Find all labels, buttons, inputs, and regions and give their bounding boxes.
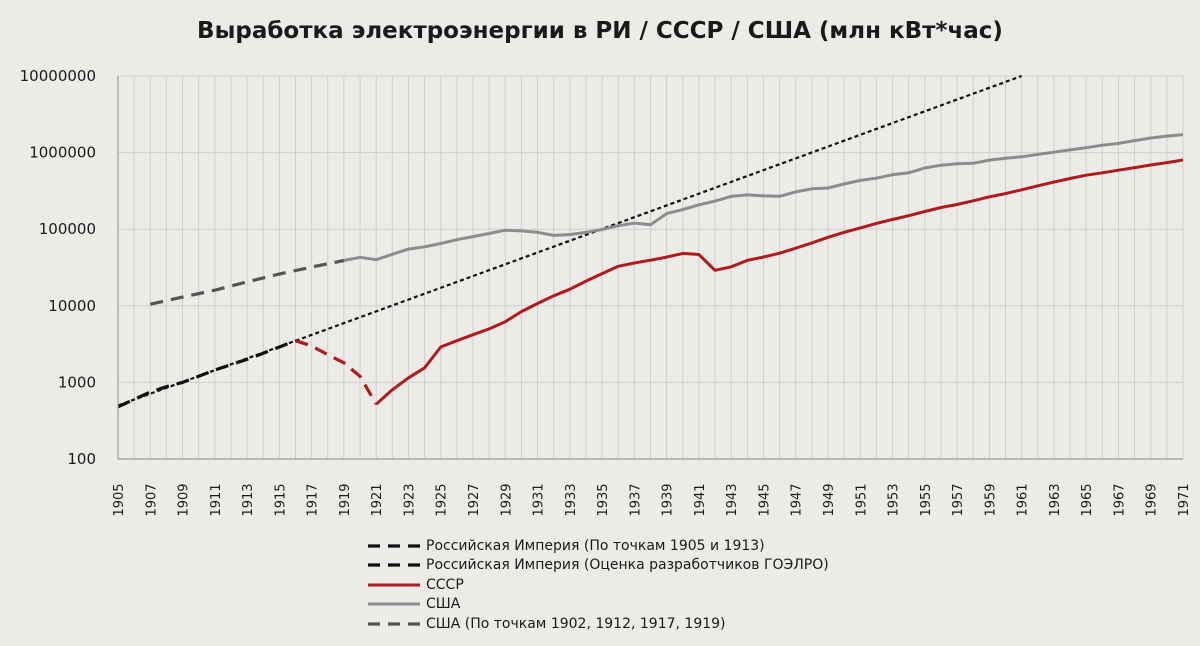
- x-tick-label: 1955: [919, 483, 934, 516]
- x-tick-label: 1929: [499, 483, 514, 516]
- grid-layer: [117, 75, 1184, 460]
- legend-label: США: [426, 596, 461, 613]
- x-tick-label: 1957: [951, 483, 966, 516]
- x-tick-label: 1963: [1048, 483, 1063, 516]
- legend-item: США (По точкам 1902, 1912, 1917, 1919): [368, 614, 829, 634]
- legend-swatch: [368, 622, 420, 626]
- chart-title: Выработка электроэнергии в РИ / СССР / С…: [197, 18, 1003, 44]
- x-tick-label: 1949: [822, 483, 837, 516]
- x-tick-label: 1933: [564, 483, 579, 516]
- series-line-3: [295, 339, 378, 406]
- x-tick-label: 1919: [338, 483, 353, 516]
- legend-label: Российская Империя (По точкам 1905 и 191…: [426, 537, 765, 554]
- x-tick-label: 1947: [790, 483, 805, 516]
- legend-item: Российская Империя (По точкам 1905 и 191…: [368, 536, 829, 556]
- x-tick-label: 1951: [854, 483, 869, 516]
- x-tick-label: 1931: [532, 483, 547, 516]
- series-line-1: [118, 75, 1022, 407]
- x-tick-label: 1927: [467, 483, 482, 516]
- x-tick-label: 1915: [273, 483, 288, 516]
- chart-legend: Российская Империя (По точкам 1905 и 191…: [368, 536, 829, 634]
- legend-swatch: [368, 583, 420, 587]
- x-tick-label: 1923: [402, 483, 417, 516]
- x-tick-label: 1967: [1112, 483, 1127, 516]
- x-tick-label: 1953: [887, 483, 902, 516]
- x-tick-label: 1941: [693, 483, 708, 516]
- x-tick-label: 1905: [112, 483, 127, 516]
- legend-item: США: [368, 595, 829, 615]
- x-tick-label: 1965: [1080, 483, 1095, 516]
- y-tick-label: 100000: [39, 220, 96, 238]
- legend-swatch: [368, 563, 420, 567]
- x-tick-label: 1917: [306, 483, 321, 516]
- series-line-2: [118, 339, 297, 409]
- x-tick-label: 1961: [1016, 483, 1031, 516]
- y-tick-label: 10000: [48, 297, 96, 315]
- y-tick-label: 1000000: [29, 144, 96, 162]
- x-tick-label: 1921: [370, 483, 385, 516]
- x-tick-label: 1959: [983, 483, 998, 516]
- legend-item: СССР: [368, 575, 829, 595]
- legend-label: США (По точкам 1902, 1912, 1917, 1919): [426, 615, 726, 632]
- series-line-6: [149, 258, 345, 306]
- x-tick-label: 1911: [209, 483, 224, 516]
- legend-swatch: [368, 602, 420, 606]
- x-tick-label: 1971: [1177, 483, 1192, 516]
- x-tick-label: 1935: [596, 483, 611, 516]
- series-line-5: [343, 133, 1183, 262]
- series-line-4: [375, 158, 1183, 406]
- legend-item: Российская Империя (Оценка разработчиков…: [368, 556, 829, 576]
- x-tick-label: 1925: [435, 483, 450, 516]
- legend-label: СССР: [426, 576, 464, 593]
- x-tick-label: 1907: [144, 483, 159, 516]
- x-tick-label: 1913: [241, 483, 256, 516]
- series-layer: [118, 75, 1183, 409]
- y-tick-label: 100: [67, 450, 96, 468]
- x-tick-label: 1909: [177, 483, 192, 516]
- legend-swatch: [368, 544, 420, 548]
- legend-label: Российская Империя (Оценка разработчиков…: [426, 557, 829, 574]
- x-tick-label: 1939: [661, 483, 676, 516]
- x-tick-label: 1937: [628, 483, 643, 516]
- axis-layer: 100 1000 10000 100000 1000000 10000000 1905 190…: [20, 67, 1192, 517]
- x-tick-label: 1969: [1145, 483, 1160, 516]
- y-tick-label: 1000: [58, 373, 96, 391]
- y-tick-label: 10000000: [20, 67, 96, 85]
- x-tick-label: 1945: [757, 483, 772, 516]
- x-tick-label: 1943: [725, 483, 740, 516]
